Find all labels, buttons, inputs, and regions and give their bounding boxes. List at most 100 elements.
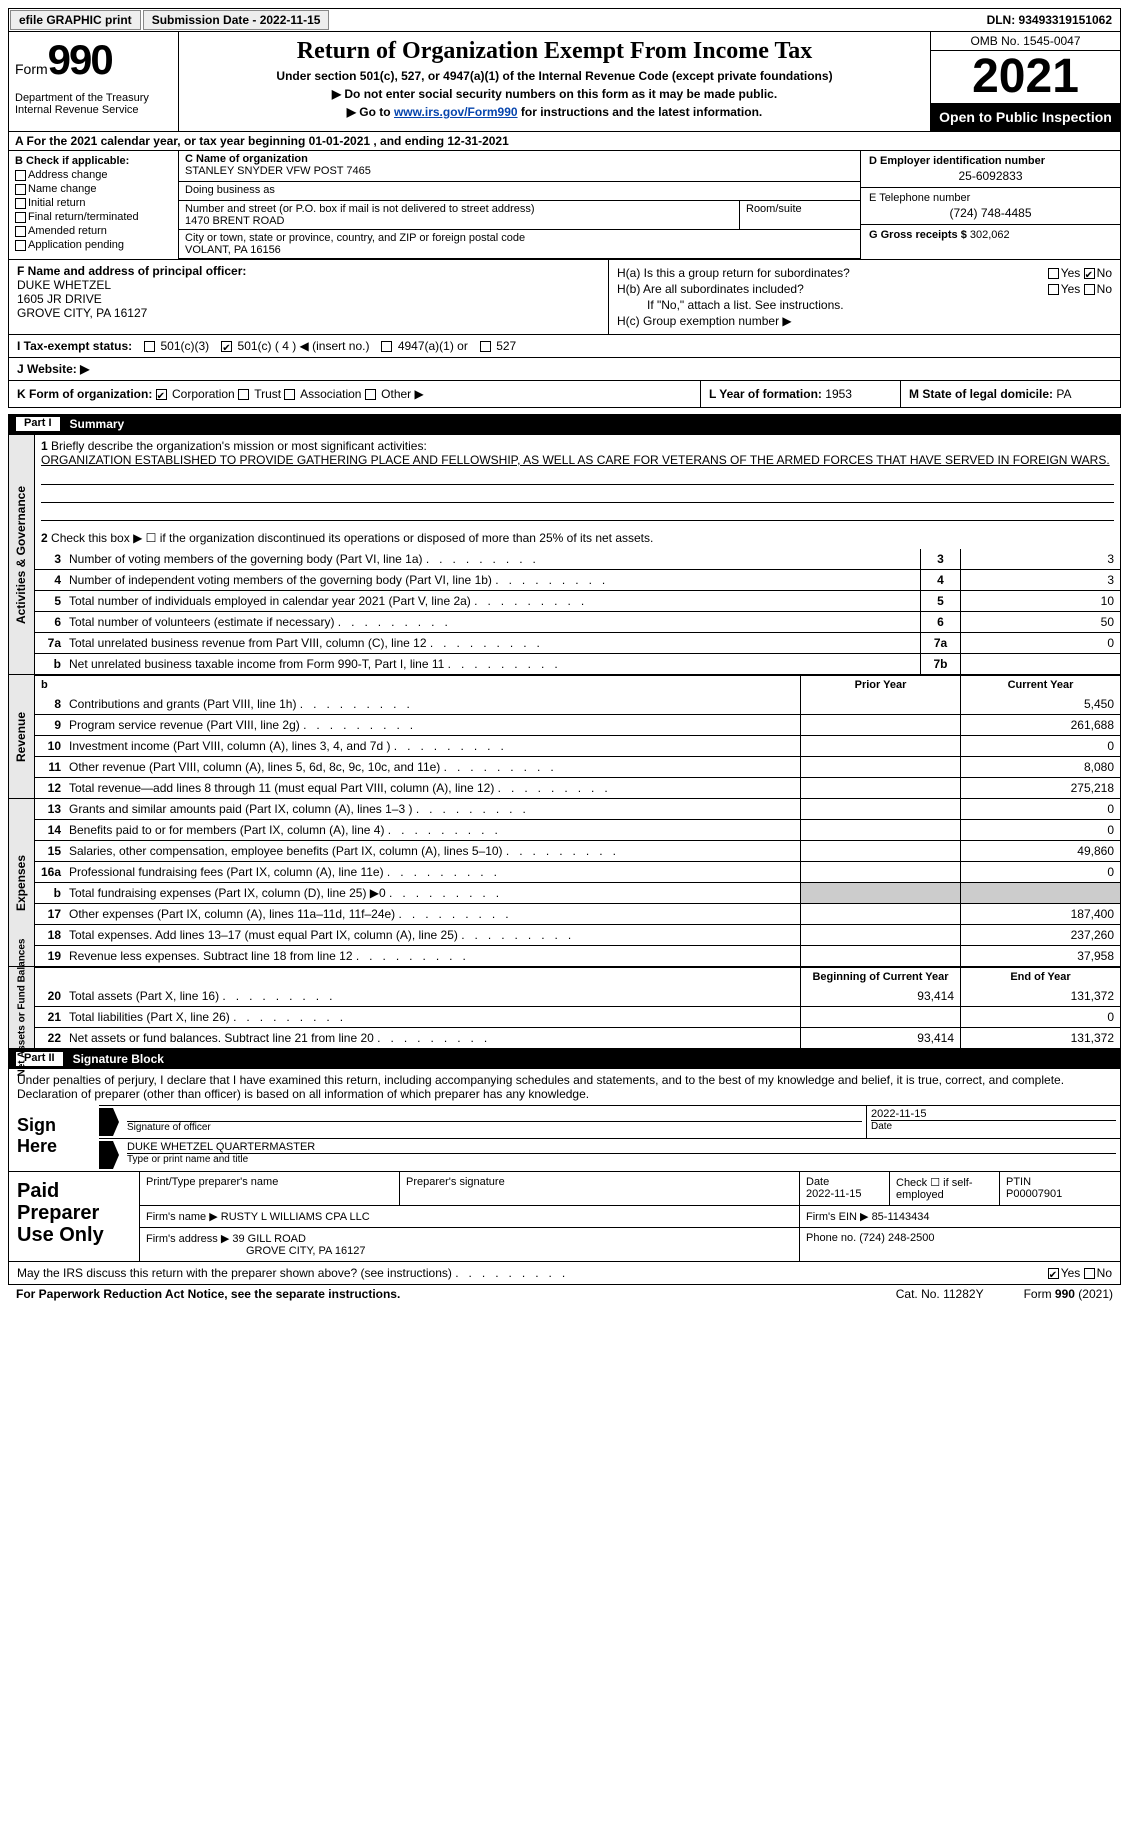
ha-yes-chk[interactable] xyxy=(1048,268,1059,279)
pp-row3: Firm's address ▶ 39 GILL ROADGROVE CITY,… xyxy=(140,1228,1120,1261)
na-col-hdr: Beginning of Current Year End of Year xyxy=(35,967,1120,986)
taxex-501c3[interactable]: 501(c)(3) xyxy=(144,339,209,353)
discuss-row: May the IRS discuss this return with the… xyxy=(8,1262,1121,1285)
taxex-label: I Tax-exempt status: xyxy=(17,339,132,353)
topbar: efile GRAPHIC print Submission Date - 20… xyxy=(8,8,1121,32)
hb-row: H(b) Are all subordinates included? Yes … xyxy=(617,282,1112,296)
phone-cell: E Telephone number (724) 748-4485 xyxy=(861,188,1120,225)
formorg-corp[interactable]: Corporation xyxy=(156,387,235,401)
pp-row1: Print/Type preparer's name Preparer's si… xyxy=(140,1172,1120,1206)
line-3: 3Number of voting members of the governi… xyxy=(35,549,1120,569)
line-13: 13Grants and similar amounts paid (Part … xyxy=(35,799,1120,819)
hb-no-chk[interactable] xyxy=(1084,284,1095,295)
ein-label: D Employer identification number xyxy=(869,155,1112,167)
pp-selfemp[interactable]: Check ☐ if self-employed xyxy=(890,1172,1000,1205)
q1-label: Briefly describe the organization's miss… xyxy=(51,439,427,453)
line-20: 20Total assets (Part X, line 16)93,41413… xyxy=(35,986,1120,1006)
ha-no-chk[interactable] xyxy=(1084,268,1095,279)
street-label: Number and street (or P.O. box if mail i… xyxy=(185,203,733,215)
discuss-no-chk[interactable] xyxy=(1084,1268,1095,1279)
form-page: Form 990 (2021) xyxy=(1024,1287,1113,1301)
line-18: 18Total expenses. Add lines 13–17 (must … xyxy=(35,924,1120,945)
phone: (724) 748-4485 xyxy=(869,206,1112,220)
pp-name: Print/Type preparer's name xyxy=(140,1172,400,1205)
line-22: 22Net assets or fund balances. Subtract … xyxy=(35,1027,1120,1048)
chk-initial-return[interactable]: Initial return xyxy=(15,197,172,209)
part1-netassets: Net Assets or Fund Balances Beginning of… xyxy=(8,967,1121,1049)
street-cell: Number and street (or P.O. box if mail i… xyxy=(179,201,740,229)
side-na: Net Assets or Fund Balances xyxy=(9,967,35,1048)
form-number: 990 xyxy=(48,36,112,83)
chk-application-pending[interactable]: Application pending xyxy=(15,239,172,251)
line-21: 21Total liabilities (Part X, line 26)0 xyxy=(35,1006,1120,1027)
ein-cell: D Employer identification number 25-6092… xyxy=(861,151,1120,188)
formorg-other[interactable]: Other ▶ xyxy=(365,387,424,401)
sig-date-label: Date xyxy=(871,1121,1116,1132)
chk-amended-return[interactable]: Amended return xyxy=(15,225,172,237)
q1-mission: 1 Briefly describe the organization's mi… xyxy=(35,435,1120,527)
pp-ptin: PTINP00007901 xyxy=(1000,1172,1120,1205)
line-10: 10Investment income (Part VIII, column (… xyxy=(35,735,1120,756)
part1-expenses: Expenses 13Grants and similar amounts pa… xyxy=(8,799,1121,967)
hb-label: H(b) Are all subordinates included? xyxy=(617,282,804,296)
sig-arrow2-icon xyxy=(99,1141,119,1169)
col-current: Current Year xyxy=(960,676,1120,694)
chk-address-change[interactable]: Address change xyxy=(15,169,172,181)
col-end: End of Year xyxy=(960,968,1120,986)
pp-sig: Preparer's signature xyxy=(400,1172,800,1205)
taxex-4947[interactable]: 4947(a)(1) or xyxy=(381,339,467,353)
dept-treasury: Department of the Treasury Internal Reve… xyxy=(15,92,172,116)
formorg-assoc[interactable]: Association xyxy=(284,387,361,401)
street: 1470 BRENT ROAD xyxy=(185,215,733,227)
irs-link[interactable]: www.irs.gov/Form990 xyxy=(394,105,518,119)
formorg-trust[interactable]: Trust xyxy=(238,387,281,401)
chk-final-return[interactable]: Final return/terminated xyxy=(15,211,172,223)
part2-title: Signature Block xyxy=(73,1052,164,1066)
line-5: 5Total number of individuals employed in… xyxy=(35,590,1120,611)
line-11: 11Other revenue (Part VIII, column (A), … xyxy=(35,756,1120,777)
rev-col-hdr: b Prior Year Current Year xyxy=(35,675,1120,694)
form-subtitle: Under section 501(c), 527, or 4947(a)(1)… xyxy=(189,69,920,83)
line-12: 12Total revenue—add lines 8 through 11 (… xyxy=(35,777,1120,798)
taxex-501c[interactable]: 501(c) ( 4 ) ◀ (insert no.) xyxy=(221,339,369,353)
ha-label: H(a) Is this a group return for subordin… xyxy=(617,266,850,280)
form-note-1: ▶ Do not enter social security numbers o… xyxy=(189,87,920,101)
part2-header: Part II Signature Block xyxy=(8,1049,1121,1069)
taxex-527[interactable]: 527 xyxy=(480,339,516,353)
hb-yes-chk[interactable] xyxy=(1048,284,1059,295)
line-14: 14Benefits paid to or for members (Part … xyxy=(35,819,1120,840)
city: VOLANT, PA 16156 xyxy=(185,244,854,256)
discuss-yes-chk[interactable] xyxy=(1048,1268,1059,1279)
mission-blank1 xyxy=(41,469,1114,485)
q2-text: Check this box ▶ ☐ if the organization d… xyxy=(51,531,653,545)
part1-activities-governance: Activities & Governance 1 Briefly descri… xyxy=(8,434,1121,675)
sig-date-cell: 2022-11-15 Date xyxy=(867,1106,1120,1138)
dln: DLN: 93493319151062 xyxy=(979,13,1120,27)
sig-name-cell: DUKE WHETZEL QUARTERMASTER Type or print… xyxy=(123,1139,1120,1171)
submission-date: Submission Date - 2022-11-15 xyxy=(143,10,330,30)
efile-print-button[interactable]: efile GRAPHIC print xyxy=(10,10,141,30)
pp-ein: Firm's EIN ▶ 85-1143434 xyxy=(800,1206,1120,1227)
dba-label: Doing business as xyxy=(185,184,275,196)
form-word: Form xyxy=(15,61,48,77)
signature-block: Under penalties of perjury, I declare th… xyxy=(8,1069,1121,1172)
line-b: bTotal fundraising expenses (Part IX, co… xyxy=(35,882,1120,903)
sig-name-label: Type or print name and title xyxy=(127,1154,1116,1165)
section-j: J Website: ▶ xyxy=(8,358,1121,381)
line-17: 17Other expenses (Part IX, column (A), l… xyxy=(35,903,1120,924)
part1-header: Part I Summary xyxy=(8,414,1121,434)
pp-date: Date2022-11-15 xyxy=(800,1172,890,1205)
col-prior: Prior Year xyxy=(800,676,960,694)
part1-title: Summary xyxy=(70,417,125,431)
mission-text: ORGANIZATION ESTABLISHED TO PROVIDE GATH… xyxy=(41,453,1110,467)
paperwork-notice: For Paperwork Reduction Act Notice, see … xyxy=(16,1287,400,1301)
sig-officer-cell: Signature of officer xyxy=(123,1106,867,1138)
sig-arrow-icon xyxy=(99,1108,119,1136)
chk-name-change[interactable]: Name change xyxy=(15,183,172,195)
section-c: C Name of organization STANLEY SNYDER VF… xyxy=(179,151,860,259)
side-rev: Revenue xyxy=(9,675,35,798)
goto-post: for instructions and the latest informat… xyxy=(518,105,763,119)
header-right: OMB No. 1545-0047 2021 Open to Public In… xyxy=(930,32,1120,131)
form-note-2: ▶ Go to www.irs.gov/Form990 for instruct… xyxy=(189,105,920,119)
side-ag: Activities & Governance xyxy=(9,435,35,674)
